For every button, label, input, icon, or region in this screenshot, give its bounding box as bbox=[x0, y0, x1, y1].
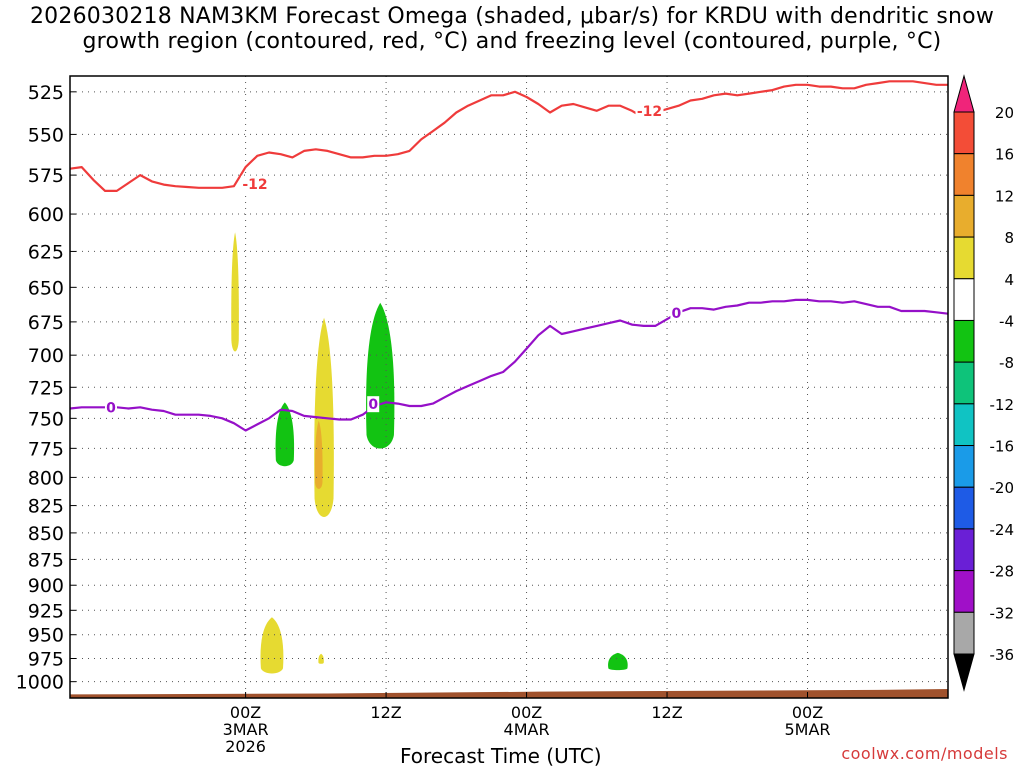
colorbar-label-8: -16 bbox=[990, 438, 1015, 456]
colorbar-bottom-triangle bbox=[953, 653, 975, 692]
y-tick-label-975: 975 bbox=[28, 648, 64, 670]
x-tick-label-48-1: 5MAR bbox=[784, 720, 830, 739]
omega-region-7 bbox=[608, 652, 628, 671]
x-tick-label-0-2: 2026 bbox=[225, 737, 266, 756]
terrain-fill bbox=[70, 688, 948, 698]
y-tick-label-900: 900 bbox=[28, 575, 64, 597]
x-tick-label-36-0: 12Z bbox=[651, 703, 682, 722]
y-tick-label-925: 925 bbox=[28, 600, 64, 622]
colorbar-label-12: -32 bbox=[990, 604, 1015, 622]
colorbar-label-1: 16 bbox=[995, 146, 1014, 164]
colorbar-top-triangle bbox=[953, 74, 975, 113]
x-tick-label-24-0: 00Z bbox=[511, 703, 542, 722]
x-tick-label-12-0: 12Z bbox=[370, 703, 401, 722]
axis-layer: 525 550 575 600 625 650 675 700 725 750 775 800 825 8… bbox=[16, 75, 949, 756]
colorbar-label-13: -36 bbox=[990, 646, 1015, 664]
contour-label-bg-1-0 bbox=[104, 399, 117, 416]
y-tick-label-875: 875 bbox=[28, 549, 64, 571]
contour-layer: -12 -12 0 0 0 bbox=[69, 80, 949, 432]
colorbar-band-8 bbox=[953, 403, 975, 447]
colorbar: 20 16 12 8 4 -4 -8 -12 -16 -20 -24 -28 -32 -36 bbox=[953, 74, 1015, 692]
grid-layer bbox=[70, 76, 948, 698]
x-tick-label-0-1: 3MAR bbox=[223, 720, 269, 739]
terrain-layer bbox=[70, 688, 948, 698]
colorbar-label-7: -12 bbox=[990, 396, 1015, 414]
colorbar-label-10: -24 bbox=[990, 521, 1015, 539]
y-tick-label-575: 575 bbox=[28, 165, 64, 187]
colorbar-band-3 bbox=[953, 194, 975, 238]
contour-line-dgz bbox=[69, 80, 948, 192]
y-tick-label-1000: 1000 bbox=[16, 672, 64, 694]
contour-label-bg-1-2 bbox=[367, 396, 380, 413]
credit-text: coolwx.com/models bbox=[841, 744, 1008, 763]
contour-label-0-0: -12 bbox=[242, 177, 267, 193]
colorbar-band-13 bbox=[953, 611, 975, 655]
colorbar-band-12 bbox=[953, 570, 975, 613]
contour-label-bg-0-0 bbox=[240, 175, 269, 192]
y-tick-label-775: 775 bbox=[28, 438, 64, 460]
colorbar-band-11 bbox=[953, 528, 975, 572]
colorbar-band-5 bbox=[953, 278, 975, 321]
y-tick-label-825: 825 bbox=[28, 496, 64, 518]
contour-label-1-1: 0 bbox=[672, 306, 682, 322]
title-line-2: growth region (contoured, red, °C) and f… bbox=[82, 29, 942, 54]
y-tick-label-675: 675 bbox=[28, 312, 64, 334]
colorbar-label-9: -20 bbox=[990, 479, 1015, 497]
colorbar-label-6: -8 bbox=[999, 354, 1014, 372]
chart-title: 2026030218 NAM3KM Forecast Omega (shaded… bbox=[0, 4, 1024, 54]
y-tick-label-850: 850 bbox=[28, 523, 64, 545]
colorbar-band-4 bbox=[953, 236, 975, 280]
colorbar-label-2: 12 bbox=[995, 187, 1014, 205]
y-tick-label-600: 600 bbox=[28, 204, 64, 226]
contour-label-bg-1-1 bbox=[670, 305, 683, 322]
colorbar-band-2 bbox=[953, 153, 975, 196]
colorbar-label-11: -28 bbox=[990, 563, 1015, 581]
y-tick-label-700: 700 bbox=[28, 345, 64, 367]
contour-line-freezing bbox=[69, 298, 949, 432]
contour-label-1-2: 0 bbox=[368, 397, 378, 413]
y-tick-label-650: 650 bbox=[28, 277, 64, 299]
colorbar-band-10 bbox=[953, 486, 975, 530]
colorbar-label-5: -4 bbox=[999, 312, 1014, 330]
colorbar-band-6 bbox=[953, 319, 975, 363]
y-tick-label-750: 750 bbox=[28, 408, 64, 430]
colorbar-label-0: 20 bbox=[995, 104, 1014, 122]
colorbar-label-4: 4 bbox=[1004, 271, 1014, 289]
y-tick-label-525: 525 bbox=[28, 82, 64, 104]
y-tick-label-950: 950 bbox=[28, 625, 64, 647]
colorbar-label-3: 8 bbox=[1004, 229, 1014, 247]
y-tick-label-625: 625 bbox=[28, 241, 64, 263]
x-tick-label-48-0: 00Z bbox=[792, 703, 823, 722]
y-tick-label-725: 725 bbox=[28, 377, 64, 399]
x-tick-label-0-0: 00Z bbox=[230, 703, 261, 722]
title-line-1: 2026030218 NAM3KM Forecast Omega (shaded… bbox=[29, 4, 995, 29]
omega-region-3 bbox=[314, 420, 323, 489]
omega-region-5 bbox=[260, 617, 284, 674]
colorbar-band-1 bbox=[953, 111, 975, 155]
y-tick-label-800: 800 bbox=[28, 467, 64, 489]
contour-label-bg-0-1 bbox=[635, 103, 664, 120]
x-axis-label: Forecast Time (UTC) bbox=[400, 744, 602, 768]
colorbar-band-9 bbox=[953, 445, 975, 488]
y-tick-label-550: 550 bbox=[28, 124, 64, 146]
omega-region-0 bbox=[231, 232, 239, 352]
contour-label-0-1: -12 bbox=[637, 104, 662, 120]
contour-label-1-0: 0 bbox=[106, 400, 116, 416]
omega-region-6 bbox=[318, 653, 324, 664]
colorbar-band-7 bbox=[953, 361, 975, 405]
x-tick-label-24-1: 4MAR bbox=[504, 720, 550, 739]
